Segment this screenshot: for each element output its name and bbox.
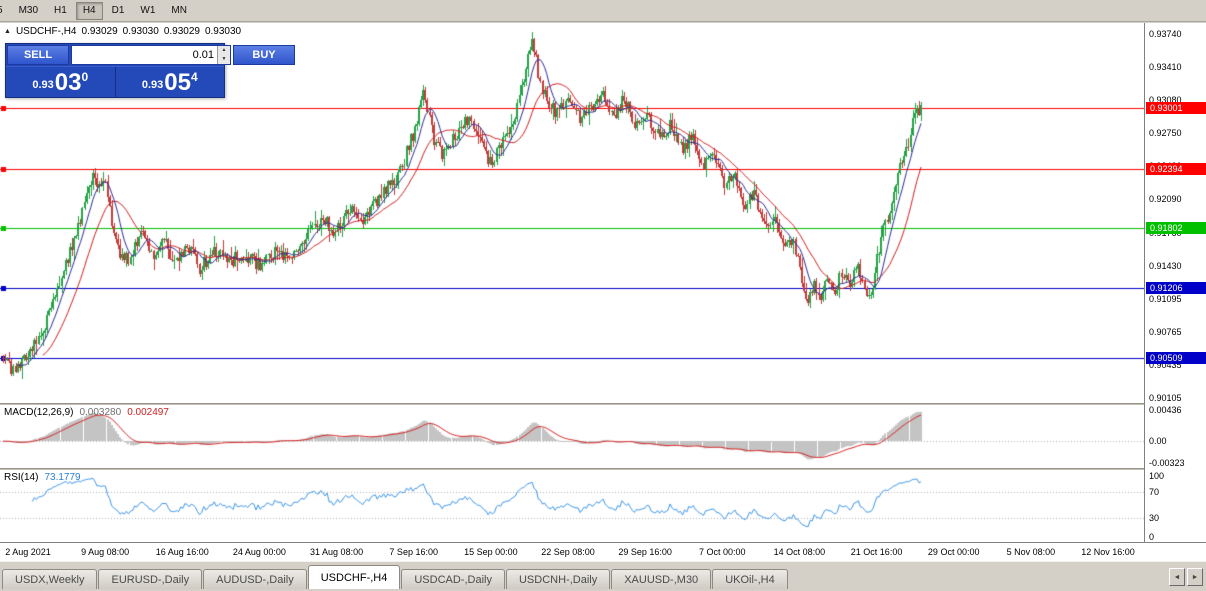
buy-price[interactable]: 0.93 05 4 bbox=[116, 67, 225, 97]
buy-button[interactable]: BUY bbox=[233, 45, 295, 65]
chart-tab-usdx-weekly[interactable]: USDX,Weekly bbox=[2, 569, 98, 589]
time-axis-label: 24 Aug 00:00 bbox=[232, 547, 286, 557]
tabs-scroll-left-icon[interactable]: ◄ bbox=[1169, 568, 1185, 586]
chart-tab-audusd-daily[interactable]: AUDUSD-,Daily bbox=[203, 569, 307, 589]
time-axis-label: 5 Nov 08:00 bbox=[1006, 547, 1056, 557]
chart-window: ▲ USDCHF-,H4 0.93029 0.93030 0.93029 0.9… bbox=[0, 23, 1206, 561]
price-axis-label: 0.90435 bbox=[1149, 360, 1182, 371]
volume-field: ▲ ▼ bbox=[71, 45, 231, 65]
macd-signal-value: 0.002497 bbox=[127, 407, 169, 418]
volume-spinner: ▲ ▼ bbox=[217, 46, 230, 64]
timeframe-button-w1[interactable]: W1 bbox=[140, 5, 156, 16]
chart-tab-usdchf-h4[interactable]: USDCHF-,H4 bbox=[307, 565, 401, 589]
chart-ohlc-header: ▲ USDCHF-,H4 0.93029 0.93030 0.93029 0.9… bbox=[4, 26, 241, 37]
chart-tab-usdcad-daily[interactable]: USDCAD-,Daily bbox=[401, 569, 505, 589]
price-axis[interactable]: 0.937400.934100.930800.927500.924200.920… bbox=[1144, 23, 1206, 542]
time-axis-label: 16 Aug 16:00 bbox=[155, 547, 209, 557]
price-axis-label: 0.90765 bbox=[1149, 327, 1182, 338]
timeframe-button-h1[interactable]: H1 bbox=[54, 5, 67, 16]
price-axis-label: 0.91430 bbox=[1149, 260, 1182, 271]
pane-splitter-macd[interactable] bbox=[0, 403, 1206, 405]
price-level-badge: 0.93001 bbox=[1146, 102, 1206, 115]
sell-price[interactable]: 0.93 03 0 bbox=[6, 67, 115, 97]
time-axis-label: 7 Oct 00:00 bbox=[699, 547, 746, 557]
buy-price-prefix: 0.93 bbox=[141, 79, 164, 91]
time-axis[interactable]: 2 Aug 2021 9 Aug 08:00 16 Aug 16:00 24 Aug … bbox=[0, 542, 1206, 561]
rsi-axis-label: 30 bbox=[1149, 512, 1160, 523]
time-axis-label: 14 Oct 08:00 bbox=[773, 547, 826, 557]
price-axis-label: 0.93410 bbox=[1149, 62, 1182, 73]
chart-tab-xauusd-m30[interactable]: XAUUSD-,M30 bbox=[611, 569, 712, 589]
chart-tab-usdcnh-daily[interactable]: USDCNH-,Daily bbox=[505, 569, 611, 589]
timeframe-button-h4[interactable]: H4 bbox=[75, 1, 103, 20]
ohlc-close: 0.93030 bbox=[204, 26, 242, 37]
price-axis-label: 0.93080 bbox=[1149, 95, 1182, 106]
macd-main-value: 0.003280 bbox=[79, 407, 122, 418]
timeframe-button-mn[interactable]: MN bbox=[171, 5, 187, 16]
sell-price-pipette: 0 bbox=[81, 70, 89, 84]
rsi-value: 73.1779 bbox=[44, 472, 81, 483]
time-axis-label: 9 Aug 08:00 bbox=[81, 547, 130, 557]
price-axis-label: 0.90105 bbox=[1149, 393, 1182, 404]
rsi-axis-label: 70 bbox=[1149, 487, 1160, 498]
chart-tab-ukoil-h4[interactable]: UKOil-,H4 bbox=[712, 569, 788, 589]
tabs-scroll-right-icon[interactable]: ► bbox=[1187, 568, 1203, 586]
ohlc-low: 0.93029 bbox=[163, 26, 200, 37]
time-axis-label: 29 Oct 00:00 bbox=[927, 547, 980, 557]
tab-scroll-buttons: ◄ ► bbox=[1169, 568, 1203, 586]
time-axis-label: 15 Sep 00:00 bbox=[464, 547, 518, 557]
rsi-canvas[interactable] bbox=[0, 470, 1144, 542]
price-divider bbox=[114, 67, 116, 97]
rsi-axis-label: 0 bbox=[1149, 532, 1155, 542]
pane-splitter-rsi[interactable] bbox=[0, 468, 1206, 470]
volume-increase-icon[interactable]: ▲ bbox=[221, 47, 227, 53]
rsi-axis-label: 100 bbox=[1149, 471, 1165, 481]
macd-canvas[interactable] bbox=[0, 405, 1144, 468]
time-axis-label: 7 Sep 16:00 bbox=[389, 547, 438, 557]
volume-decrease-icon[interactable]: ▼ bbox=[221, 56, 227, 62]
price-level-badge: 0.92394 bbox=[1146, 162, 1206, 175]
sell-price-prefix: 0.93 bbox=[32, 79, 54, 91]
timeframe-toolbar: 5 M30 H1 H4 D1 W1 MN bbox=[0, 0, 1206, 22]
timeframe-button-m30[interactable]: M30 bbox=[18, 5, 39, 16]
macd-label: MACD(12,26,9) 0.003280 0.002497 bbox=[4, 407, 169, 418]
time-axis-label: 2 Aug 2021 bbox=[5, 547, 51, 557]
price-level-badge: 0.91206 bbox=[1146, 282, 1206, 295]
chart-tab-eurusd-daily[interactable]: EURUSD-,Daily bbox=[98, 569, 203, 589]
macd-name: MACD(12,26,9) bbox=[4, 407, 74, 418]
time-axis-label: 22 Sep 08:00 bbox=[541, 547, 595, 557]
time-axis-label: 12 Nov 16:00 bbox=[1081, 547, 1135, 557]
rsi-label: RSI(14) 73.1779 bbox=[4, 472, 81, 483]
buy-price-pipette: 4 bbox=[190, 70, 198, 84]
trade-panel-collapse-icon[interactable]: ▲ bbox=[4, 28, 11, 35]
chart-tab-bar: USDX,Weekly EURUSD-,Daily AUDUSD-,Daily USD… bbox=[0, 561, 1206, 591]
price-axis-label: 0.91095 bbox=[1149, 294, 1182, 305]
price-axis-label: 0.92750 bbox=[1149, 128, 1182, 139]
price-level-badge: 0.91802 bbox=[1146, 222, 1206, 235]
price-axis-label: 0.92090 bbox=[1149, 194, 1182, 205]
ohlc-high: 0.93030 bbox=[122, 26, 159, 37]
buy-price-big-digits: 05 bbox=[164, 69, 191, 96]
price-level-badge: 0.90509 bbox=[1146, 351, 1206, 364]
macd-axis-label: 0.00436 bbox=[1149, 405, 1182, 415]
timeframe-button-5[interactable]: 5 bbox=[0, 2, 10, 20]
time-axis-label: 29 Sep 16:00 bbox=[618, 547, 672, 557]
price-axis-label: 0.93740 bbox=[1149, 29, 1182, 40]
chart-tabs: USDX,Weekly EURUSD-,Daily AUDUSD-,Daily USD… bbox=[2, 565, 788, 589]
sell-price-big-digits: 03 bbox=[54, 69, 82, 96]
sell-button[interactable]: SELL bbox=[7, 45, 69, 65]
volume-input[interactable] bbox=[72, 46, 217, 64]
timeframe-toolbar-buttons: 5 M30 H1 H4 D1 W1 MN bbox=[0, 1, 196, 20]
timeframe-button-d1[interactable]: D1 bbox=[111, 5, 125, 16]
macd-axis-label: -0.00323 bbox=[1149, 458, 1185, 468]
time-axis-label: 31 Aug 08:00 bbox=[310, 547, 364, 557]
rsi-name: RSI(14) bbox=[4, 472, 39, 483]
time-axis-label: 21 Oct 16:00 bbox=[850, 547, 903, 557]
macd-axis-label: 0.00 bbox=[1149, 436, 1167, 447]
ohlc-open: 0.93029 bbox=[81, 26, 118, 37]
chart-symbol-period: USDCHF-,H4 bbox=[15, 26, 77, 37]
